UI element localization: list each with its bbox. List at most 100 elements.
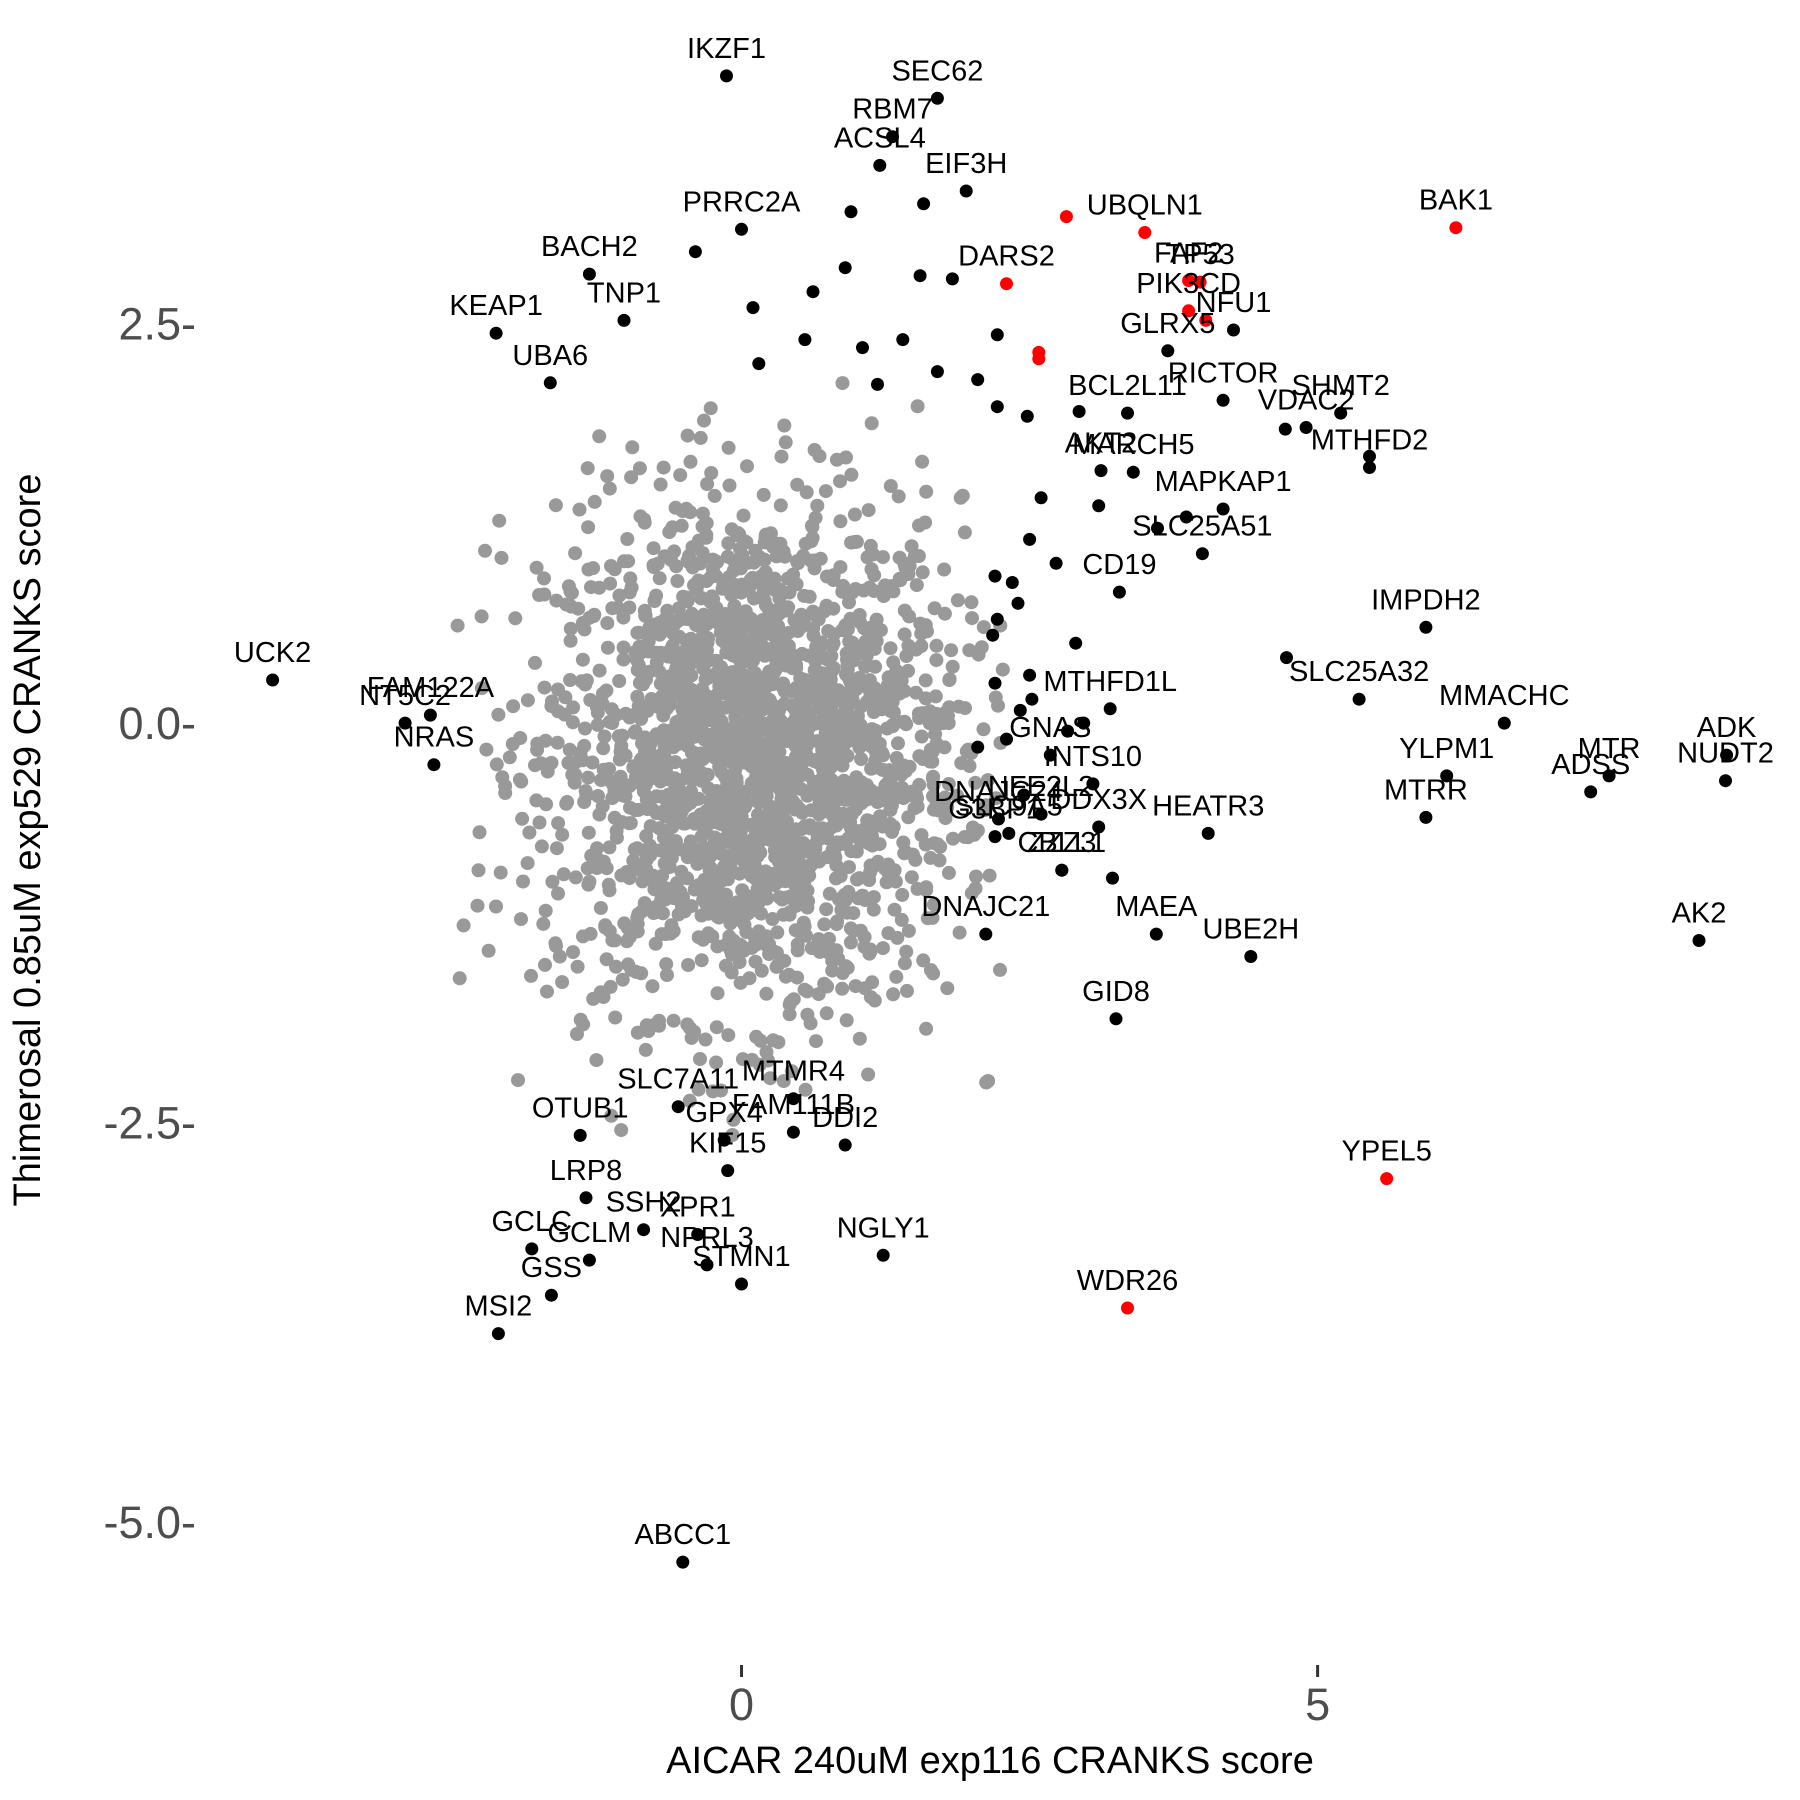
- gene-label: BACH2: [541, 231, 638, 263]
- gene-label: AK2: [1672, 898, 1727, 930]
- background-gene-point: [690, 856, 705, 871]
- background-gene-point: [802, 821, 817, 836]
- background-gene-point: [579, 673, 594, 688]
- gene-point: [1280, 651, 1293, 665]
- background-gene-point: [759, 826, 774, 841]
- background-gene-point: [803, 1016, 818, 1031]
- background-gene-point: [957, 525, 972, 540]
- background-gene-point: [901, 663, 915, 678]
- background-gene-point: [776, 1074, 791, 1089]
- background-gene-point: [896, 715, 910, 729]
- background-gene-point: [604, 1108, 619, 1123]
- gene-point: [1584, 785, 1598, 799]
- background-gene-point: [540, 984, 554, 999]
- background-gene-point: [868, 753, 883, 768]
- background-gene-point: [846, 906, 861, 921]
- background-gene-point: [536, 916, 551, 931]
- background-gene-point: [556, 867, 571, 882]
- background-gene-point: [756, 487, 771, 502]
- background-gene-point: [684, 631, 698, 646]
- background-gene-point: [808, 841, 823, 855]
- background-gene-point: [629, 964, 644, 979]
- background-gene-point: [625, 440, 640, 455]
- background-gene-point: [908, 852, 923, 867]
- background-gene-point: [840, 622, 855, 637]
- gene-label: SLC7A11: [617, 1064, 739, 1096]
- background-gene-point: [809, 606, 824, 621]
- background-gene-point: [548, 936, 563, 951]
- gene-point: [266, 673, 280, 687]
- background-gene-point: [731, 619, 746, 633]
- background-gene-point: [660, 968, 674, 982]
- background-gene-point: [614, 1123, 629, 1138]
- background-gene-point: [842, 860, 856, 875]
- background-gene-point: [709, 1020, 724, 1035]
- background-gene-point: [833, 514, 848, 529]
- background-gene-point: [689, 576, 704, 591]
- background-gene-point: [738, 799, 752, 814]
- background-gene-point: [788, 771, 803, 785]
- background-gene-point: [759, 722, 774, 737]
- background-gene-point: [798, 1082, 813, 1097]
- background-gene-point: [624, 470, 639, 485]
- background-gene-point: [721, 440, 736, 455]
- background-gene-point: [790, 923, 805, 938]
- background-gene-point: [587, 494, 602, 509]
- gene-point: [1069, 636, 1083, 650]
- background-gene-point: [736, 508, 751, 523]
- background-gene-point: [537, 587, 552, 602]
- background-gene-point: [579, 788, 594, 803]
- background-gene-point: [615, 728, 630, 743]
- background-gene-point: [767, 645, 782, 660]
- background-gene-point: [713, 786, 728, 801]
- background-gene-point: [520, 693, 535, 708]
- background-gene-point: [940, 981, 955, 996]
- background-gene-point: [919, 1021, 934, 1036]
- background-gene-point: [910, 881, 925, 896]
- background-gene-point: [725, 947, 739, 962]
- background-gene-point: [937, 562, 952, 577]
- gene-point: [856, 341, 869, 355]
- gene-point: [971, 740, 985, 754]
- background-gene-point: [738, 604, 753, 619]
- background-gene-point: [748, 646, 763, 661]
- gene-point: [1025, 692, 1039, 706]
- gene-label: KEAP1: [449, 290, 543, 322]
- background-gene-point: [545, 874, 560, 889]
- background-gene-point: [742, 733, 757, 748]
- gene-label: KIF15: [689, 1128, 766, 1160]
- background-gene-point: [665, 882, 679, 897]
- gene-point: [1013, 703, 1027, 717]
- background-gene-point: [761, 743, 776, 758]
- background-gene-point: [962, 759, 977, 773]
- background-gene-point: [749, 768, 764, 783]
- background-gene-point: [895, 887, 910, 902]
- gene-point: [871, 377, 884, 391]
- background-gene-point: [728, 709, 743, 724]
- background-gene-point: [792, 694, 807, 709]
- background-gene-point: [729, 775, 744, 790]
- background-gene-point: [797, 982, 812, 997]
- background-gene-point: [758, 529, 773, 544]
- gene-point: [671, 1100, 685, 1114]
- background-gene-point: [585, 755, 600, 770]
- background-gene-point: [717, 732, 732, 746]
- gene-point: [717, 1133, 731, 1147]
- background-gene-point: [852, 1031, 867, 1046]
- background-gene-point: [759, 891, 774, 906]
- background-gene-point: [739, 535, 754, 550]
- gene-point: [1497, 716, 1511, 730]
- background-gene-point: [706, 592, 721, 607]
- background-gene-point: [561, 597, 576, 612]
- background-gene-point: [869, 634, 884, 649]
- gene-label: NRAS: [394, 722, 475, 754]
- background-gene-point: [682, 1093, 697, 1108]
- gene-point: [579, 1191, 593, 1205]
- background-gene-point: [522, 825, 537, 840]
- background-gene-point: [861, 503, 876, 518]
- background-gene-point: [575, 652, 590, 667]
- background-gene-point: [831, 683, 846, 698]
- background-gene-point: [705, 1084, 720, 1099]
- background-gene-point: [713, 744, 727, 759]
- background-gene-point: [680, 739, 695, 754]
